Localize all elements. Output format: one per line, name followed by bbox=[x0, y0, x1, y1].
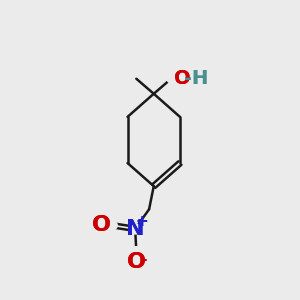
Text: O: O bbox=[127, 252, 146, 272]
Circle shape bbox=[130, 224, 140, 234]
Text: -: - bbox=[140, 252, 146, 267]
Circle shape bbox=[167, 75, 176, 83]
Text: N: N bbox=[126, 219, 144, 239]
Text: N: N bbox=[126, 219, 144, 239]
Text: +: + bbox=[135, 214, 148, 230]
Text: O: O bbox=[127, 252, 146, 272]
Text: O: O bbox=[92, 215, 111, 236]
Circle shape bbox=[132, 247, 140, 255]
Circle shape bbox=[109, 221, 117, 230]
Text: O: O bbox=[174, 69, 190, 88]
Text: -: - bbox=[140, 252, 146, 267]
Text: -H: -H bbox=[184, 69, 208, 88]
Text: -H: -H bbox=[184, 69, 208, 88]
Text: +: + bbox=[135, 214, 148, 230]
Text: O: O bbox=[174, 69, 190, 88]
Text: O: O bbox=[92, 215, 111, 236]
